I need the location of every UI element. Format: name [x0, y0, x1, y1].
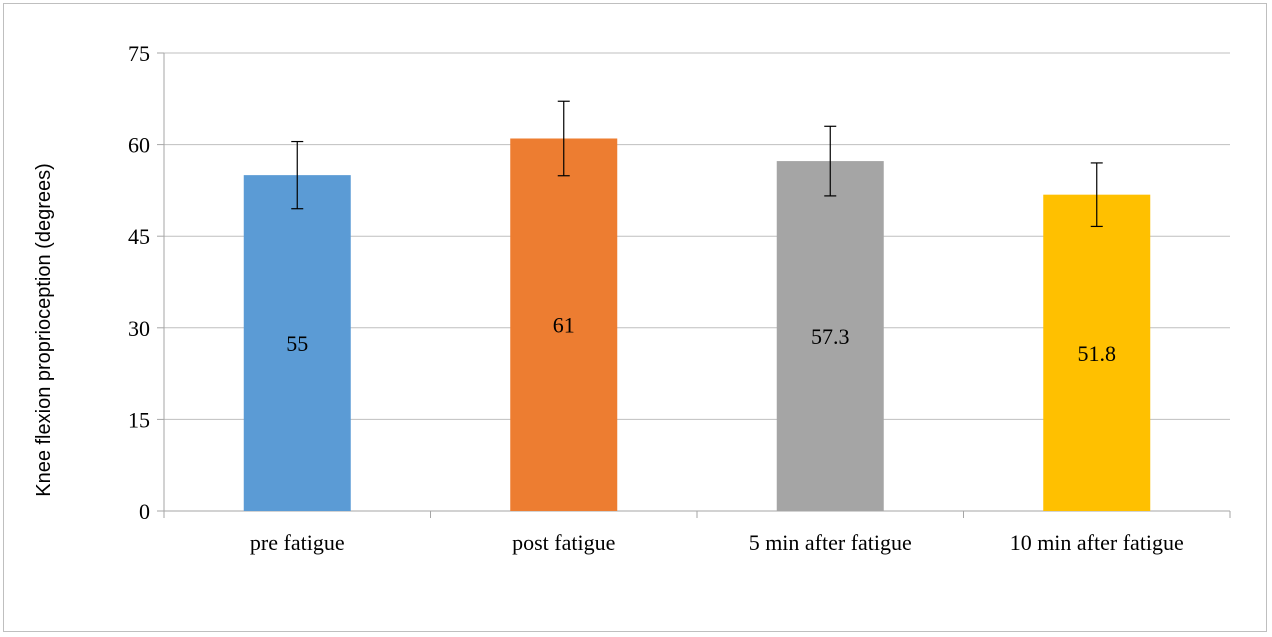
bar-pre-fatigue: [243, 175, 351, 511]
bar-5-min-after-fatigue: [776, 161, 884, 511]
y-axis-title: Knee flexion proprioception (degrees): [33, 163, 55, 497]
data-label: 55: [286, 331, 308, 356]
y-tick-label: 0: [139, 499, 150, 524]
data-label: 61: [553, 313, 575, 338]
x-tick-label: 5 min after fatigue: [749, 530, 912, 555]
labels: 0 15 30 45 60 75 55 pre fatigue 61 post fatigue 57…: [128, 41, 1184, 555]
y-tick-label: 15: [128, 407, 150, 432]
bar-post-fatigue: [510, 138, 618, 511]
x-tick-label: 10 min after fatigue: [1010, 530, 1184, 555]
data-label: 51.8: [1078, 341, 1117, 366]
x-tick-label: post fatigue: [512, 530, 615, 555]
x-tick-label: pre fatigue: [250, 530, 345, 555]
error-bars: [291, 100, 1103, 228]
bars: [243, 138, 1151, 511]
y-tick-label: 60: [128, 133, 150, 158]
y-tick-label: 75: [128, 41, 150, 66]
y-tick-label: 30: [128, 316, 150, 341]
data-label: 57.3: [811, 324, 850, 349]
bar-10-min-after-fatigue: [1043, 194, 1151, 511]
y-tick-label: 45: [128, 224, 150, 249]
